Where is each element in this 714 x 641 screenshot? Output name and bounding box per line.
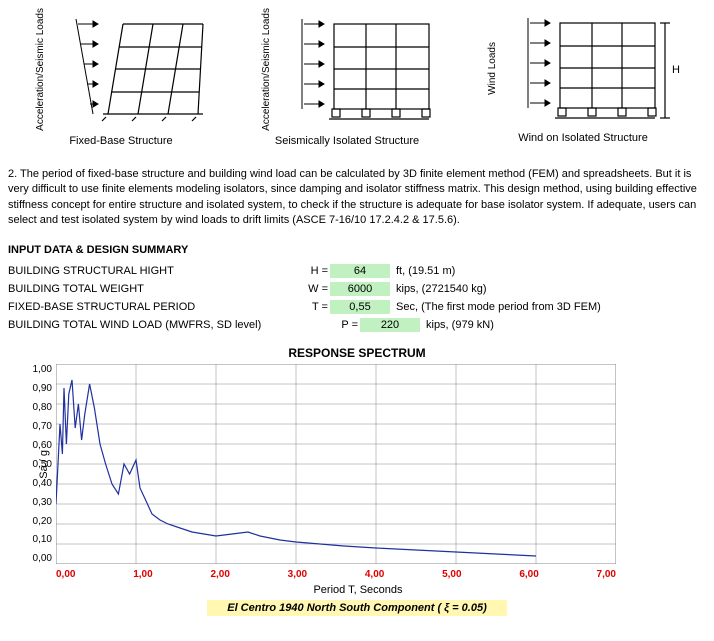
input-value[interactable]: 0,55 — [330, 300, 390, 314]
diagram3-caption: Wind on Isolated Structure — [518, 132, 648, 144]
input-row-weight: BUILDING TOTAL WEIGHT W = 6000 kips, (27… — [8, 280, 706, 298]
input-unit: ft, (19.51 m) — [392, 265, 455, 277]
diagram-isolated: Acceleration/Seismic Loads — [261, 8, 434, 147]
section-title: INPUT DATA & DESIGN SUMMARY — [8, 244, 706, 256]
input-value[interactable]: 64 — [330, 264, 390, 278]
description-paragraph: 2. The period of fixed-base structure an… — [8, 167, 706, 229]
diagram1-svg — [48, 9, 208, 129]
diagram3-ylabel: Wind Loads — [487, 42, 498, 95]
chart-xlabel: Period T, Seconds — [78, 584, 638, 596]
input-row-height: BUILDING STRUCTURAL HIGHT H = 64 ft, (19… — [8, 262, 706, 280]
chart-yticks: 1,000,900,800,700,600,500,400,300,200,10… — [24, 364, 52, 564]
diagram-row: Acceleration/Seismic Loads — [8, 8, 706, 147]
chart-caption: El Centro 1940 North South Component ( ξ… — [207, 600, 507, 616]
diagram-wind: Wind Loads — [487, 8, 680, 147]
input-row-period: FIXED-BASE STRUCTURAL PERIOD T = 0,55 Se… — [8, 298, 706, 316]
input-row-wind: BUILDING TOTAL WIND LOAD (MWFRS, SD leve… — [8, 316, 706, 334]
input-unit: kips, (979 kN) — [422, 319, 494, 331]
diagram2-svg — [274, 9, 434, 129]
input-symbol: P = — [298, 319, 358, 331]
response-spectrum-chart: Sa / g 1,000,900,800,700,600,500,400,300… — [38, 364, 706, 564]
input-unit: Sec, (The first mode period from 3D FEM) — [392, 301, 601, 313]
input-value[interactable]: 6000 — [330, 282, 390, 296]
input-value[interactable]: 220 — [360, 318, 420, 332]
diagram-fixed-base: Acceleration/Seismic Loads — [35, 8, 208, 147]
input-label: BUILDING STRUCTURAL HIGHT — [8, 265, 298, 277]
diagram2-caption: Seismically Isolated Structure — [275, 135, 419, 147]
diagram1-caption: Fixed-Base Structure — [69, 135, 172, 147]
input-label: FIXED-BASE STRUCTURAL PERIOD — [8, 301, 298, 313]
input-label: BUILDING TOTAL WIND LOAD (MWFRS, SD leve… — [8, 319, 298, 331]
input-symbol: H = — [298, 265, 328, 277]
chart-title: RESPONSE SPECTRUM — [8, 346, 706, 360]
diagram3-svg: H — [500, 8, 680, 128]
chart-svg — [56, 364, 616, 564]
input-unit: kips, (2721540 kg) — [392, 283, 487, 295]
input-symbol: T = — [298, 301, 328, 313]
input-symbol: W = — [298, 283, 328, 295]
diagram2-ylabel: Acceleration/Seismic Loads — [261, 8, 272, 131]
chart-xticks: 0,001,002,003,004,005,006,007,00 — [56, 569, 616, 580]
input-label: BUILDING TOTAL WEIGHT — [8, 283, 298, 295]
diagram3-h-label: H — [672, 64, 680, 76]
diagram1-ylabel: Acceleration/Seismic Loads — [35, 8, 46, 131]
